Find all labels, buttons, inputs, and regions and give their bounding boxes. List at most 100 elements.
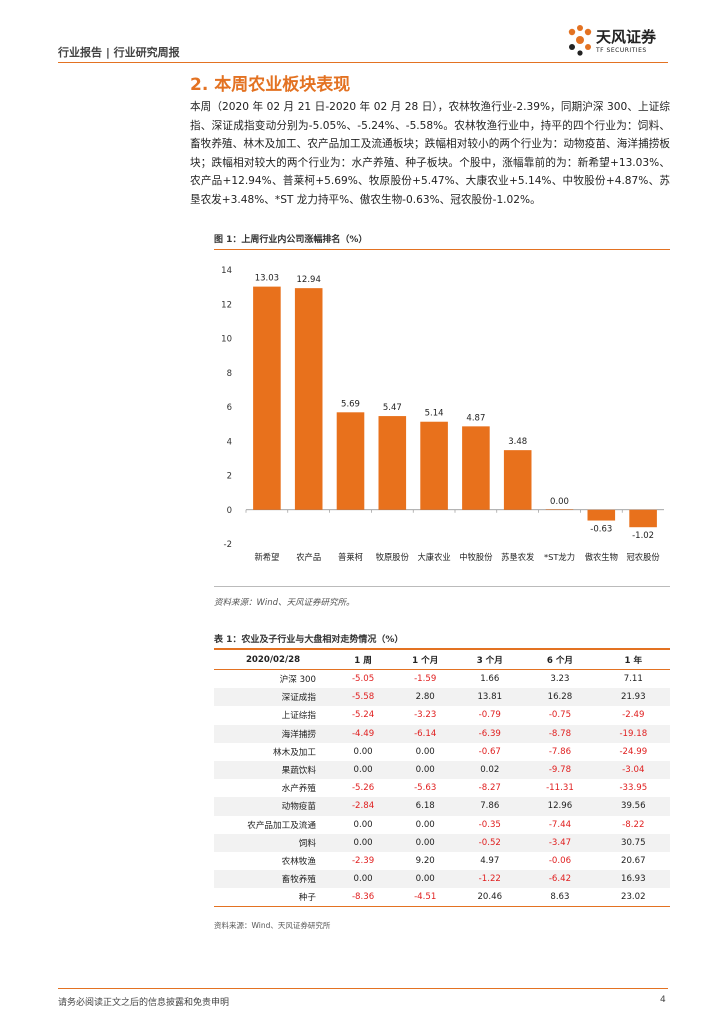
table-cell: 16.28 — [523, 688, 597, 707]
table-row-label: 深证成指 — [214, 688, 332, 707]
data-label: 5.69 — [341, 399, 360, 409]
category-label: 苏垦农发 — [501, 552, 534, 562]
data-label: -1.02 — [632, 531, 654, 541]
table-cell: 7.11 — [623, 674, 643, 685]
table-cell: 0.00 — [353, 746, 373, 757]
footer-divider — [58, 988, 668, 989]
table-header-cell: 3 个月 — [456, 648, 524, 670]
table-cell: -2.39 — [351, 855, 375, 866]
table-cell: -11.31 — [546, 783, 574, 794]
category-label: 大康农业 — [417, 552, 450, 562]
table-cell: -1.59 — [414, 674, 437, 685]
header-divider — [58, 62, 668, 63]
table-cell: 20.46 — [456, 888, 524, 908]
table-cell: -0.52 — [456, 833, 524, 852]
page-number: 4 — [660, 995, 666, 1005]
table-cell: 0.00 — [394, 833, 457, 852]
table-row-label: 畜牧养殖 — [214, 870, 332, 889]
table-cell: -5.63 — [414, 783, 437, 794]
table-row: 林木及加工 0.00 0.00 -0.67 -7.86 -24.99 — [214, 743, 670, 761]
category-label: 冠农股份 — [626, 552, 660, 562]
table-cell: -3.47 — [523, 833, 597, 852]
data-label: 3.48 — [508, 437, 527, 447]
table-cell: -6.39 — [456, 724, 524, 743]
category-label: 普莱柯 — [338, 552, 363, 562]
table-row-label: 海洋捕捞 — [214, 724, 332, 743]
table-cell: -8.27 — [478, 783, 501, 794]
brand-name-cn: 天风证券 — [596, 28, 657, 46]
table-cell: -4.51 — [394, 888, 457, 908]
table-cell: 0.00 — [353, 819, 373, 830]
table-cell: -7.86 — [548, 746, 572, 757]
data-label: 5.14 — [425, 409, 444, 419]
table-cell: 13.81 — [456, 688, 524, 707]
table-cell: -8.36 — [332, 888, 395, 908]
table-row: 畜牧养殖 0.00 0.00 -1.22 -6.42 16.93 — [214, 870, 670, 889]
y-tick-label: 14 — [221, 266, 232, 276]
category-label: 新希望 — [254, 552, 279, 562]
table-cell: 20.67 — [621, 855, 646, 866]
table-cell: -0.79 — [478, 710, 501, 721]
y-tick-label: 0 — [227, 506, 232, 516]
table-cell: -0.75 — [548, 710, 572, 721]
table-row-label: 农产品加工及流通 — [247, 820, 316, 831]
table-cell: 6.18 — [394, 797, 457, 816]
table-cell: -5.26 — [351, 783, 375, 794]
table-cell: -24.99 — [619, 746, 648, 757]
flower-logo-icon — [568, 25, 592, 56]
table-cell: -6.14 — [394, 724, 457, 743]
table-cell: -0.35 — [478, 819, 501, 830]
table-cell: 0.00 — [332, 870, 395, 889]
bar — [253, 286, 281, 510]
figure-bottom-divider — [214, 586, 670, 587]
y-tick-label: 12 — [221, 300, 232, 310]
table-cell: 0.00 — [394, 870, 457, 889]
table-cell: 30.75 — [596, 833, 670, 852]
table-row-label: 水产养殖 — [281, 784, 316, 795]
table-cell: -0.67 — [478, 746, 501, 757]
table-row-label: 沪深 300 — [279, 675, 316, 686]
y-tick-label: 4 — [227, 437, 232, 447]
bar — [629, 509, 657, 528]
data-label: 12.94 — [297, 275, 321, 285]
table-cell: 7.86 — [456, 797, 524, 816]
table-cell: -8.22 — [622, 819, 645, 830]
table-row: 饲料 0.00 0.00 -0.52 -3.47 30.75 — [214, 833, 670, 852]
y-tick-label: 10 — [221, 335, 232, 345]
bar — [545, 509, 574, 510]
table-row-label: 动物疫苗 — [214, 797, 332, 816]
brand-name-en: TF SECURITIES — [596, 47, 647, 54]
table-cell: 39.56 — [596, 797, 670, 816]
table-row: 沪深 300 -5.05 -1.59 1.66 3.23 7.11 — [214, 670, 670, 689]
bar — [587, 509, 616, 521]
category-label: 农产品 — [296, 552, 321, 562]
table-cell: 0.00 — [332, 833, 395, 852]
table-cell: -33.95 — [619, 783, 648, 794]
table-row: 海洋捕捞 -4.49 -6.14 -6.39 -8.78 -19.18 — [214, 724, 670, 743]
table-cell: 0.02 — [456, 760, 524, 780]
table-cell: -5.58 — [332, 688, 395, 707]
bar — [294, 288, 323, 510]
table-cell: 9.20 — [415, 855, 435, 866]
section-title: 2. 本周农业板块表现 — [190, 75, 351, 95]
table-header-cell: 6 个月 — [523, 648, 597, 670]
bar — [503, 450, 532, 510]
table-cell: -2.49 — [622, 710, 645, 721]
figure-title-divider — [214, 249, 670, 250]
table-row: 果蔬饮料 0.00 0.00 0.02 -9.78 -3.04 — [214, 760, 670, 780]
y-tick-label: 8 — [227, 369, 232, 379]
table-source: 资料来源：Wind、天风证券研究所 — [214, 921, 331, 930]
table-header-cell: 1 年 — [596, 648, 670, 670]
data-label: 4.87 — [466, 413, 485, 423]
data-label: 0.00 — [550, 497, 569, 507]
table-row-label: 种子 — [214, 888, 332, 908]
table-cell: 1.66 — [480, 674, 500, 685]
table-cell: -19.18 — [596, 724, 670, 743]
table-cell: -5.24 — [351, 710, 375, 721]
bar — [462, 426, 490, 510]
figure-title: 图 1：上周行业内公司涨幅排名（%） — [214, 235, 368, 245]
table-cell: -8.78 — [523, 724, 597, 743]
category-label: 牧原股份 — [376, 552, 410, 562]
bar — [378, 416, 407, 510]
